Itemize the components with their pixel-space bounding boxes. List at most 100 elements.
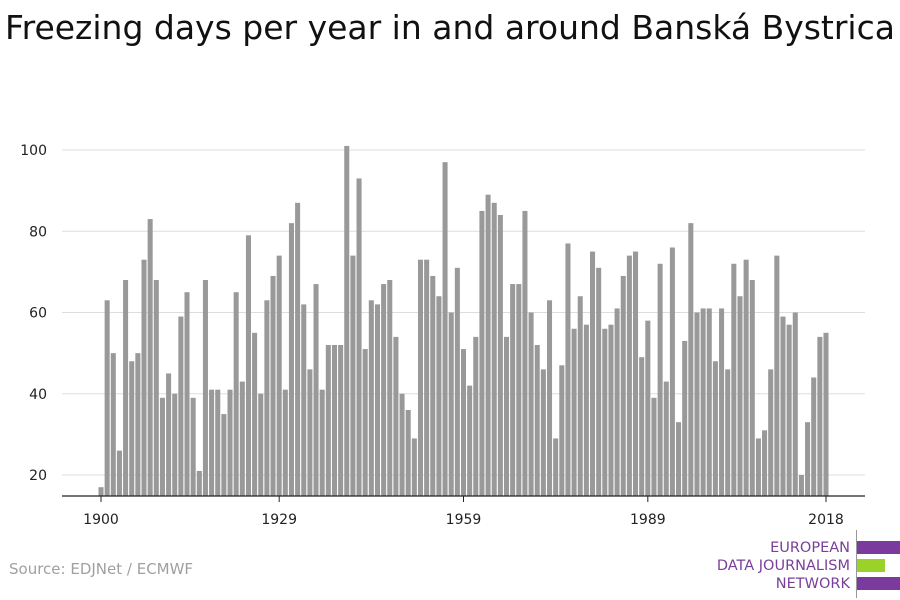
bar-2017: [817, 336, 823, 497]
bar-1919: [215, 389, 221, 496]
bar-2004: [737, 296, 743, 496]
bar-1904: [123, 280, 129, 496]
bar-1947: [387, 280, 393, 496]
bar-1966: [503, 336, 510, 497]
bar-2001: [719, 308, 725, 496]
bars: [98, 145, 829, 497]
bar-1910: [159, 397, 165, 496]
bar-1963: [485, 194, 491, 496]
bar-1970: [528, 312, 534, 496]
bar-2014: [798, 475, 804, 496]
bar-1917: [202, 280, 208, 496]
logo-line-network: NETWORK: [775, 576, 850, 592]
bar-2012: [786, 324, 792, 496]
bar-1923: [239, 381, 245, 496]
bar-1964: [491, 202, 497, 496]
bar-1990: [651, 397, 657, 496]
bar-1924: [245, 235, 251, 496]
bar-1973: [547, 300, 553, 496]
bar-2016: [811, 377, 817, 496]
bar-1972: [540, 369, 546, 497]
bar-1976: [565, 243, 571, 496]
bar-1911: [166, 373, 172, 496]
bar-1944: [368, 300, 374, 496]
bar-2006: [749, 280, 755, 496]
bar-1984: [614, 308, 620, 496]
bar-1994: [676, 422, 682, 496]
bar-1915: [190, 397, 196, 496]
x-tick-label-2018: 2018: [808, 512, 844, 528]
bar-2011: [780, 316, 786, 496]
bar-1993: [669, 247, 675, 496]
y-axis-ticks: 20 40 60 80 100: [20, 143, 47, 484]
bar-1906: [135, 353, 141, 497]
bar-1913: [178, 316, 184, 496]
bar-1983: [608, 324, 614, 496]
logo-bar-purple-bottom: [857, 577, 900, 590]
y-tick-label-60: 60: [29, 306, 47, 322]
bar-2008: [762, 430, 768, 496]
bar-1960: [467, 385, 473, 497]
bar-2009: [768, 369, 774, 497]
bar-1936: [319, 389, 325, 496]
bar-1965: [497, 215, 503, 496]
bar-1975: [559, 365, 565, 496]
bar-1952: [417, 259, 424, 496]
bar-1967: [510, 284, 516, 496]
bar-1986: [626, 255, 632, 497]
bar-1941: [350, 255, 356, 497]
logo-line-data-journalism: DATA JOURNALISM: [716, 558, 850, 574]
bar-1977: [571, 328, 577, 496]
bar-1955: [436, 296, 442, 496]
bar-1962: [479, 210, 485, 496]
bar-1948: [393, 336, 399, 497]
bar-1959: [460, 349, 467, 496]
x-tick-label-1900: 1900: [83, 512, 119, 528]
bar-1916: [196, 470, 202, 496]
y-tick-label-20: 20: [29, 468, 47, 484]
bar-1908: [147, 219, 153, 496]
bar-1957: [448, 312, 454, 496]
bar-1929: [276, 255, 282, 497]
bar-1920: [221, 414, 227, 496]
bar-1982: [602, 328, 608, 496]
bar-1942: [356, 178, 362, 496]
bar-1909: [153, 280, 159, 496]
bar-1956: [442, 162, 448, 496]
bar-1912: [172, 393, 178, 496]
bar-1914: [184, 292, 190, 496]
bar-2007: [755, 438, 761, 496]
bar-1999: [706, 308, 712, 496]
bar-1987: [633, 251, 639, 496]
bar-1900: [98, 487, 104, 496]
bar-1943: [362, 349, 368, 496]
bar-1953: [424, 259, 430, 496]
bar-1937: [325, 345, 331, 496]
bar-1971: [534, 345, 540, 496]
bar-2002: [725, 369, 731, 497]
bar-1946: [381, 284, 387, 496]
bar-1921: [227, 389, 233, 496]
bar-2003: [731, 263, 737, 496]
bar-1996: [688, 223, 694, 497]
bar-1935: [313, 284, 319, 496]
bar-1927: [264, 300, 270, 496]
bar-1907: [141, 259, 147, 496]
bar-1932: [295, 202, 301, 496]
bar-1979: [583, 324, 589, 496]
logo-line-european: EUROPEAN: [770, 540, 850, 556]
bar-2010: [774, 255, 780, 497]
bar-1997: [694, 312, 700, 496]
bar-1998: [700, 308, 706, 496]
bar-1989: [645, 320, 651, 497]
bar-1980: [590, 251, 596, 496]
bar-1951: [411, 438, 417, 496]
bar-1974: [553, 438, 559, 496]
bar-1931: [288, 223, 294, 497]
x-axis-ticks: 1900 1929 1959 1989 2018: [83, 496, 844, 528]
bar-1925: [252, 332, 258, 496]
logo-bar-purple-top: [857, 541, 900, 554]
bar-1961: [473, 336, 479, 497]
bar-1939: [338, 345, 344, 496]
bar-1902: [110, 353, 116, 497]
